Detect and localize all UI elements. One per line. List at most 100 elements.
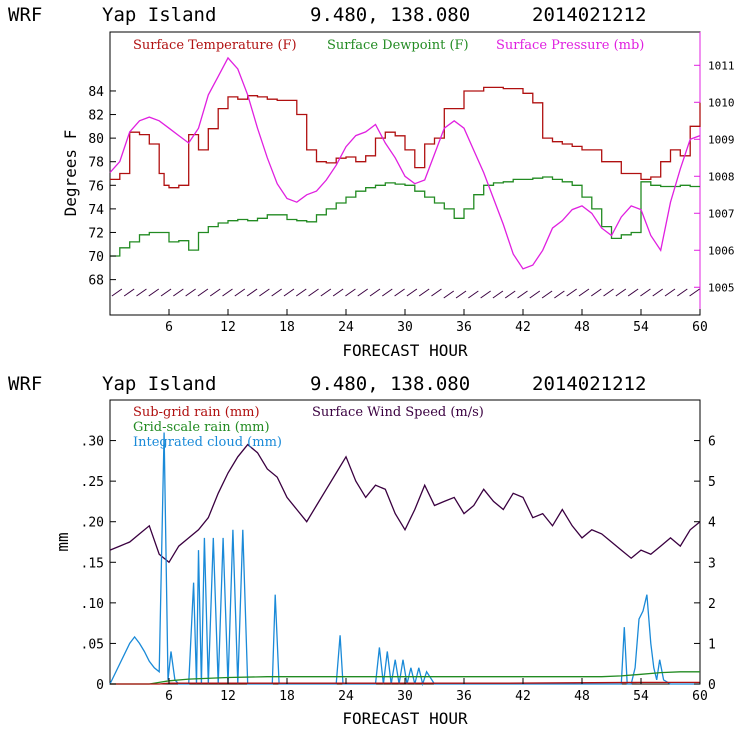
legend-gridscale-rain: Grid-scale rain (mm) <box>133 420 270 435</box>
wind-barb <box>308 288 319 297</box>
bottom-header-run: 2014021212 <box>532 373 646 395</box>
y-tick-label: .05 <box>81 637 104 652</box>
y2-tick-label: 0 <box>708 678 716 693</box>
y2-tick-label: 5 <box>708 475 716 490</box>
wind-barb <box>480 290 491 299</box>
wind-barb <box>357 288 369 297</box>
wind-barb <box>652 288 664 297</box>
wind-barb <box>197 288 209 297</box>
x-tick-label: 60 <box>692 320 708 335</box>
wind-barb <box>234 288 246 297</box>
y-tick-label: 78 <box>88 156 104 171</box>
y-tick-label: .20 <box>81 516 104 531</box>
x-tick-label: 42 <box>515 689 531 704</box>
y2-tick-label: 1006 <box>708 244 735 257</box>
wind-barb <box>689 288 700 297</box>
x-tick-label: 30 <box>397 320 413 335</box>
wind-barb <box>320 288 332 297</box>
wind-barb <box>504 290 516 299</box>
y-tick-label: 80 <box>88 132 104 147</box>
bottom-x-ticks: 6 12 18 24 30 36 42 48 54 60 <box>165 678 708 704</box>
x-tick-label: 60 <box>692 689 708 704</box>
x-tick-label: 6 <box>165 689 173 704</box>
top-y-ticks: 68 70 72 74 76 78 80 82 84 <box>88 85 116 289</box>
top-y2-ticks: 1005 1006 1007 1008 1009 1010 1011 <box>694 59 735 294</box>
top-x-axis-label: FORECAST HOUR <box>342 341 468 360</box>
x-tick-label: 18 <box>279 320 295 335</box>
wind-barbs <box>111 288 700 299</box>
top-series-group <box>109 56 701 270</box>
y2-tick-label: 1011 <box>708 59 735 72</box>
legend-surface-pressure: Surface Pressure (mb) <box>496 38 644 53</box>
y2-tick-label: 1009 <box>708 133 735 146</box>
wind-barb <box>664 288 676 297</box>
legend-subgrid-rain: Sub-grid rain (mm) <box>133 405 260 420</box>
bottom-y-ticks: 0 .05 .10 .15 .20 .25 .30 <box>81 435 116 693</box>
top-y-axis-label: Degrees F <box>61 130 80 217</box>
x-tick-label: 6 <box>165 320 173 335</box>
y-tick-label: 84 <box>88 85 104 100</box>
wind-barb <box>406 288 418 297</box>
wind-barb <box>615 288 627 297</box>
wind-barb <box>136 288 147 297</box>
x-tick-label: 12 <box>220 320 236 335</box>
wind-barb <box>627 288 639 297</box>
y2-tick-label: 2 <box>708 597 716 612</box>
x-tick-label: 42 <box>515 320 531 335</box>
y-tick-label: 70 <box>88 250 104 265</box>
x-tick-label: 48 <box>574 689 590 704</box>
y-tick-label: .15 <box>81 556 104 571</box>
wind-barb <box>443 290 455 299</box>
wind-barb <box>332 288 344 297</box>
wind-barb <box>369 288 381 297</box>
y-tick-label: .10 <box>81 597 104 612</box>
wind-barb <box>541 290 553 299</box>
wind-barb <box>271 288 282 297</box>
legend-integrated-cloud: Integrated cloud (mm) <box>133 435 282 450</box>
y2-tick-label: 1010 <box>708 96 735 109</box>
top-x-ticks: 6 12 18 24 30 36 42 48 54 60 <box>165 309 708 335</box>
pressure-line <box>109 56 701 270</box>
wind-barb <box>677 288 688 297</box>
y-tick-label: 76 <box>88 179 104 194</box>
wind-barb <box>640 288 651 297</box>
wind-barb <box>173 288 184 297</box>
y-tick-label: 74 <box>88 203 104 218</box>
x-tick-label: 54 <box>633 320 649 335</box>
y-tick-label: 68 <box>88 274 104 289</box>
y2-tick-label: 1005 <box>708 281 735 294</box>
wind-barb <box>455 290 467 299</box>
wind-barb <box>529 290 541 299</box>
y-tick-label: 82 <box>88 109 104 124</box>
gridscale-rain-line <box>110 671 700 685</box>
bottom-header-location: Yap Island <box>102 373 216 395</box>
wind-barb <box>246 288 258 297</box>
top-panel: WRF Yap Island 9.480, 138.080 2014021212… <box>8 4 735 360</box>
y2-tick-label: 3 <box>708 556 716 571</box>
wind-barb <box>468 290 479 299</box>
bottom-panel: WRF Yap Island 9.480, 138.080 2014021212… <box>8 373 716 728</box>
top-header-coords: 9.480, 138.080 <box>310 4 470 26</box>
bottom-header-model: WRF <box>8 373 42 395</box>
top-header-location: Yap Island <box>102 4 216 26</box>
y2-tick-label: 1 <box>708 637 716 652</box>
x-tick-label: 54 <box>633 689 649 704</box>
wind-barb <box>554 290 565 299</box>
wind-barb <box>382 288 393 297</box>
wind-barb <box>185 288 196 297</box>
wind-barb <box>148 288 160 297</box>
bottom-y2-ticks: 0 1 2 3 4 5 6 <box>694 435 716 693</box>
wind-barb <box>566 288 577 297</box>
bottom-header-coords: 9.480, 138.080 <box>310 373 470 395</box>
y-tick-label: .30 <box>81 435 104 450</box>
x-tick-label: 12 <box>220 689 236 704</box>
x-tick-label: 36 <box>456 689 472 704</box>
x-tick-label: 24 <box>338 689 354 704</box>
wind-barb <box>259 288 270 297</box>
y-tick-label: .25 <box>81 475 104 490</box>
y2-tick-label: 6 <box>708 435 716 450</box>
legend-surface-temperature: Surface Temperature (F) <box>133 38 297 53</box>
legend-surface-dewpoint: Surface Dewpoint (F) <box>327 38 469 53</box>
y2-tick-label: 4 <box>708 516 716 531</box>
